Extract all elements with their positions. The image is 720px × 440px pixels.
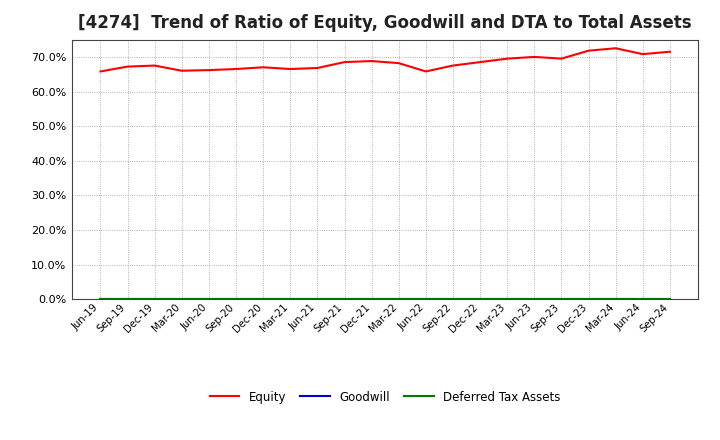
Goodwill	[259, 297, 268, 302]
Goodwill	[313, 297, 322, 302]
Deferred Tax Assets	[395, 297, 403, 302]
Deferred Tax Assets	[665, 297, 674, 302]
Goodwill	[421, 297, 430, 302]
Line: Equity: Equity	[101, 48, 670, 71]
Deferred Tax Assets	[557, 297, 566, 302]
Equity	[313, 66, 322, 71]
Goodwill	[584, 297, 593, 302]
Equity	[449, 63, 457, 68]
Deferred Tax Assets	[123, 297, 132, 302]
Equity	[395, 60, 403, 66]
Equity	[584, 48, 593, 53]
Goodwill	[341, 297, 349, 302]
Deferred Tax Assets	[503, 297, 511, 302]
Goodwill	[178, 297, 186, 302]
Equity	[557, 56, 566, 61]
Goodwill	[150, 297, 159, 302]
Goodwill	[639, 297, 647, 302]
Equity	[286, 66, 294, 72]
Equity	[96, 69, 105, 74]
Deferred Tax Assets	[259, 297, 268, 302]
Deferred Tax Assets	[476, 297, 485, 302]
Equity	[476, 59, 485, 65]
Equity	[341, 59, 349, 65]
Equity	[530, 54, 539, 59]
Deferred Tax Assets	[178, 297, 186, 302]
Goodwill	[204, 297, 213, 302]
Deferred Tax Assets	[150, 297, 159, 302]
Deferred Tax Assets	[232, 297, 240, 302]
Deferred Tax Assets	[639, 297, 647, 302]
Equity	[123, 64, 132, 69]
Equity	[503, 56, 511, 61]
Equity	[232, 66, 240, 72]
Legend: Equity, Goodwill, Deferred Tax Assets: Equity, Goodwill, Deferred Tax Assets	[205, 386, 565, 408]
Deferred Tax Assets	[449, 297, 457, 302]
Goodwill	[557, 297, 566, 302]
Goodwill	[96, 297, 105, 302]
Equity	[421, 69, 430, 74]
Deferred Tax Assets	[530, 297, 539, 302]
Goodwill	[611, 297, 620, 302]
Goodwill	[503, 297, 511, 302]
Deferred Tax Assets	[584, 297, 593, 302]
Goodwill	[367, 297, 376, 302]
Goodwill	[123, 297, 132, 302]
Deferred Tax Assets	[611, 297, 620, 302]
Equity	[259, 65, 268, 70]
Goodwill	[449, 297, 457, 302]
Deferred Tax Assets	[286, 297, 294, 302]
Goodwill	[232, 297, 240, 302]
Deferred Tax Assets	[96, 297, 105, 302]
Goodwill	[665, 297, 674, 302]
Equity	[204, 67, 213, 73]
Equity	[178, 68, 186, 73]
Deferred Tax Assets	[204, 297, 213, 302]
Deferred Tax Assets	[341, 297, 349, 302]
Equity	[150, 63, 159, 68]
Deferred Tax Assets	[313, 297, 322, 302]
Title: [4274]  Trend of Ratio of Equity, Goodwill and DTA to Total Assets: [4274] Trend of Ratio of Equity, Goodwil…	[78, 15, 692, 33]
Goodwill	[530, 297, 539, 302]
Equity	[665, 49, 674, 55]
Goodwill	[395, 297, 403, 302]
Deferred Tax Assets	[367, 297, 376, 302]
Equity	[611, 46, 620, 51]
Goodwill	[286, 297, 294, 302]
Equity	[367, 59, 376, 64]
Deferred Tax Assets	[421, 297, 430, 302]
Equity	[639, 51, 647, 57]
Goodwill	[476, 297, 485, 302]
